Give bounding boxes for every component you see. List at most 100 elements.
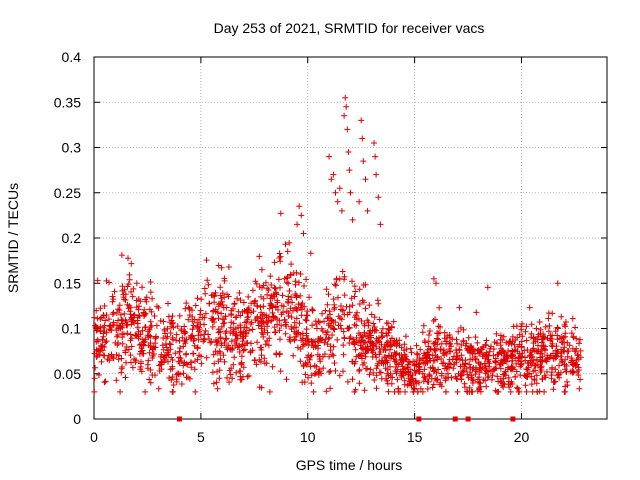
data-point bbox=[416, 364, 422, 371]
data-point bbox=[155, 385, 162, 392]
data-point bbox=[217, 284, 224, 291]
data-point bbox=[277, 253, 284, 260]
data-point bbox=[146, 349, 153, 356]
data-point bbox=[264, 285, 271, 292]
data-point bbox=[436, 304, 443, 311]
data-point bbox=[319, 310, 326, 317]
y-tick-label: 0.25 bbox=[54, 185, 81, 201]
data-point bbox=[117, 388, 124, 395]
data-point bbox=[218, 310, 225, 317]
data-point bbox=[346, 335, 353, 342]
data-point bbox=[434, 330, 440, 337]
data-point bbox=[296, 279, 302, 286]
data-point bbox=[416, 379, 422, 386]
data-point bbox=[338, 207, 345, 214]
data-point bbox=[454, 388, 461, 395]
data-point bbox=[517, 361, 524, 368]
data-point bbox=[285, 280, 292, 287]
data-point bbox=[542, 323, 549, 330]
data-point bbox=[452, 373, 459, 380]
data-point bbox=[160, 335, 167, 341]
data-point bbox=[415, 361, 422, 368]
data-point bbox=[562, 388, 569, 395]
data-point bbox=[366, 338, 373, 345]
data-point bbox=[493, 340, 500, 347]
data-point bbox=[251, 357, 258, 363]
data-point bbox=[424, 385, 431, 392]
data-point bbox=[237, 297, 244, 304]
data-point bbox=[518, 344, 525, 351]
data-point bbox=[309, 322, 316, 329]
data-point bbox=[125, 346, 132, 353]
data-point bbox=[174, 323, 181, 330]
data-point bbox=[527, 357, 534, 364]
y-tick-label: 0.1 bbox=[62, 321, 82, 337]
data-point bbox=[351, 339, 358, 346]
data-point bbox=[128, 288, 135, 295]
data-point bbox=[545, 315, 552, 322]
data-point bbox=[386, 325, 392, 332]
data-point bbox=[272, 329, 279, 335]
data-point bbox=[211, 299, 218, 306]
data-point bbox=[299, 300, 306, 307]
data-point bbox=[505, 355, 512, 362]
data-point bbox=[496, 361, 503, 368]
data-point bbox=[413, 350, 420, 357]
data-point bbox=[514, 384, 520, 391]
data-point bbox=[245, 305, 252, 311]
data-point bbox=[472, 356, 479, 363]
data-point bbox=[492, 365, 498, 372]
data-point bbox=[553, 343, 560, 350]
data-point bbox=[119, 324, 126, 331]
data-point bbox=[324, 328, 331, 335]
data-point bbox=[387, 374, 394, 381]
data-point bbox=[138, 360, 144, 367]
data-point bbox=[406, 378, 413, 385]
data-point bbox=[331, 326, 338, 333]
data-point bbox=[222, 336, 229, 343]
data-point bbox=[338, 325, 345, 332]
data-point bbox=[136, 351, 143, 357]
data-point bbox=[94, 336, 101, 343]
data-point bbox=[316, 356, 323, 362]
data-point bbox=[94, 277, 101, 284]
data-point bbox=[261, 360, 268, 367]
data-point bbox=[522, 357, 529, 364]
data-point bbox=[215, 329, 222, 336]
data-point bbox=[533, 372, 540, 379]
data-point bbox=[321, 351, 328, 358]
data-point bbox=[463, 365, 470, 372]
data-point bbox=[508, 363, 515, 370]
data-point bbox=[388, 342, 395, 349]
data-point bbox=[200, 335, 207, 342]
data-point bbox=[563, 319, 569, 325]
data-point bbox=[100, 330, 107, 337]
data-point bbox=[523, 388, 530, 395]
data-point bbox=[365, 322, 372, 329]
data-point bbox=[483, 352, 490, 359]
data-point bbox=[364, 346, 371, 353]
data-point bbox=[351, 338, 357, 345]
data-point bbox=[558, 339, 565, 346]
data-point bbox=[179, 334, 186, 341]
data-point bbox=[325, 322, 332, 329]
data-point bbox=[540, 342, 547, 349]
data-point bbox=[103, 329, 110, 336]
data-point bbox=[91, 314, 98, 321]
data-point bbox=[91, 375, 98, 382]
data-point bbox=[212, 289, 219, 296]
data-point bbox=[562, 383, 569, 390]
y-axis-label: SRMTID / TECUs bbox=[5, 183, 21, 293]
data-point bbox=[539, 376, 546, 383]
data-point bbox=[347, 189, 354, 196]
data-point bbox=[447, 348, 454, 355]
data-point bbox=[327, 368, 334, 374]
data-point bbox=[104, 356, 111, 363]
data-point bbox=[143, 294, 150, 301]
data-point bbox=[467, 356, 474, 363]
data-point bbox=[443, 350, 450, 357]
data-point bbox=[403, 333, 409, 340]
data-point bbox=[126, 276, 133, 283]
data-point bbox=[512, 373, 519, 380]
data-point bbox=[444, 333, 450, 339]
